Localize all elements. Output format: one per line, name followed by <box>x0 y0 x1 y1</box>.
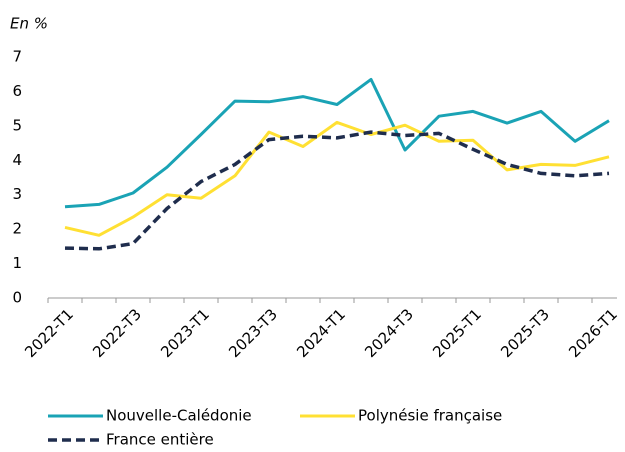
legend-label: Nouvelle-Calédonie <box>106 407 252 425</box>
y-tick-label: 0 <box>12 289 22 307</box>
x-tick-label: 2024-T3 <box>361 305 417 361</box>
x-tick-label: 2023-T1 <box>157 305 213 361</box>
legend-label: France entière <box>106 431 214 449</box>
y-tick-label: 1 <box>12 254 22 272</box>
chart-title: En % <box>10 15 48 33</box>
legend-label: Polynésie française <box>358 407 502 425</box>
x-tick-label: 2025-T1 <box>429 305 485 361</box>
series-line <box>64 77 610 209</box>
x-tick-label: 2022-T1 <box>21 305 77 361</box>
x-tick-label: 2022-T3 <box>89 305 145 361</box>
y-tick-label: 7 <box>12 48 22 66</box>
x-tick-label: 2025-T3 <box>497 305 553 361</box>
x-tick-label: 2023-T3 <box>225 305 281 361</box>
y-tick-label: 5 <box>12 116 22 134</box>
x-tick-label: 2024-T1 <box>293 305 349 361</box>
y-tick-label: 6 <box>12 82 22 100</box>
series-line <box>64 130 610 251</box>
y-tick-label: 3 <box>12 185 22 203</box>
y-tick-label: 2 <box>12 220 22 238</box>
x-tick-label: 2026-T1 <box>565 305 621 361</box>
y-tick-label: 4 <box>12 151 22 169</box>
